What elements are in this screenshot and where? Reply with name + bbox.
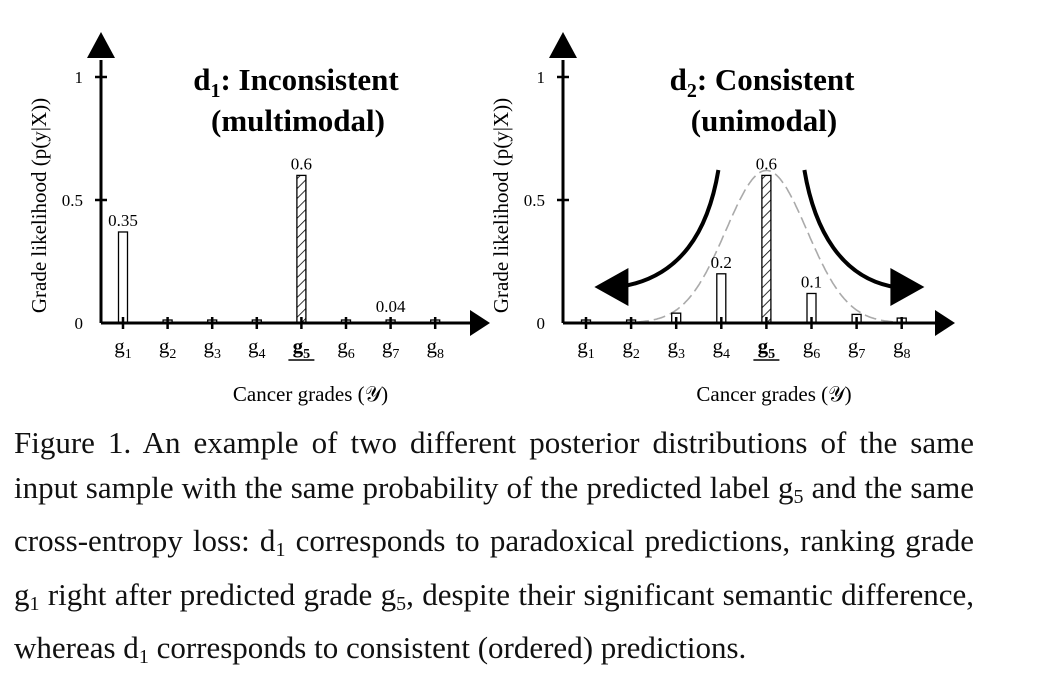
- data-label: 0.35: [108, 211, 138, 230]
- x-tick-label: g3: [667, 334, 685, 362]
- bar: [761, 174, 772, 324]
- x-tick-label: g2: [622, 334, 640, 362]
- x-tick-label: g1: [577, 334, 595, 362]
- x-tick-label: g2: [159, 334, 177, 362]
- y-axis-label: Grade likelihood (p(y|X)): [489, 98, 513, 313]
- x-tick-label: g5: [293, 334, 311, 362]
- gaussian-curve: [586, 169, 902, 324]
- x-tick-label: g8: [426, 334, 444, 362]
- x-axis-arrow: [470, 310, 490, 336]
- y-tick-label: 1: [75, 68, 84, 87]
- arrow-right-curve: [802, 169, 895, 289]
- x-tick-label: g8: [893, 334, 911, 362]
- caption-text: , despite their significant semantic dif…: [14, 576, 974, 666]
- x-tick-label: g1: [114, 334, 132, 362]
- x-axis-label: Cancer grades (𝒴): [696, 382, 851, 406]
- caption-text: corresponds to paradoxical predictions, …: [14, 523, 974, 612]
- caption-subscript: 5: [396, 592, 407, 615]
- y-axis-label: Grade likelihood (p(y|X)): [27, 98, 51, 313]
- panel-title-line2: (multimodal): [211, 103, 385, 138]
- data-label: 0.1: [801, 272, 822, 291]
- arrow-left-curve: [618, 169, 721, 289]
- caption-text: and the same cross-entropy loss: d: [14, 469, 975, 559]
- x-axis-label: Cancer grades (𝒴): [233, 382, 388, 406]
- x-tick-label: g7: [382, 334, 400, 362]
- y-tick-label: 1: [537, 68, 546, 87]
- caption-text: An example of two different posterior di…: [14, 425, 975, 505]
- x-tick-label: g5: [758, 334, 776, 362]
- caption-subscript: 1: [275, 539, 286, 561]
- x-tick-label: g4: [713, 334, 731, 362]
- caption-text: corresponds to consistent (ordered) pred…: [148, 630, 747, 665]
- arrow-right-head: [890, 268, 925, 306]
- y-tick-label: 0.5: [524, 191, 545, 210]
- figure-caption: Figure 1. An example of two different po…: [14, 421, 974, 680]
- caption-subscript: 1: [29, 592, 40, 615]
- arrow-left-head: [594, 268, 629, 306]
- x-tick-label: g3: [203, 334, 221, 362]
- x-axis-arrow: [935, 310, 955, 336]
- figure: 0 0.5 1 g1 g2 g3 g4 g5 g6 g7 g8 0.35 0.6 0.04 Cancer g…: [27, 32, 955, 406]
- y-axis-arrow: [549, 32, 577, 58]
- data-label: 0.04: [376, 297, 406, 316]
- caption-body: An example of two different posterior di…: [14, 425, 975, 668]
- y-axis-arrow: [87, 32, 115, 58]
- panel-d1: 0 0.5 1 g1 g2 g3 g4 g5 g6 g7 g8 0.35 0.6 0.04 Cancer g…: [27, 32, 490, 406]
- x-tick-label: g6: [337, 334, 355, 362]
- x-tick-label: g4: [248, 334, 266, 362]
- panel-d2: 0 0.5 1 g1 g2 g3 g4 g5 g6 g7 g8 0.2 0.6 0.1 Cancer gra…: [489, 32, 955, 406]
- bar: [117, 231, 129, 324]
- panel-title: d1: Inconsistent: [193, 62, 399, 102]
- x-tick-label: g7: [848, 334, 866, 362]
- y-tick-label: 0: [537, 314, 546, 333]
- x-tick-label: g6: [803, 334, 821, 362]
- panel-title: d2: Consistent: [670, 62, 856, 102]
- data-label: 0.6: [756, 154, 777, 173]
- caption-lead: Figure 1.: [14, 425, 132, 460]
- data-label: 0.2: [711, 253, 732, 272]
- caption-subscript: 1: [138, 646, 149, 668]
- y-tick-label: 0: [75, 314, 84, 333]
- bar: [716, 273, 727, 324]
- panel-title-line2: (unimodal): [691, 103, 837, 138]
- caption-text: right after predicted grade g: [39, 576, 397, 612]
- bar: [296, 174, 307, 324]
- caption-subscript: 5: [793, 485, 804, 508]
- y-tick-label: 0.5: [62, 191, 83, 210]
- data-label: 0.6: [291, 154, 312, 173]
